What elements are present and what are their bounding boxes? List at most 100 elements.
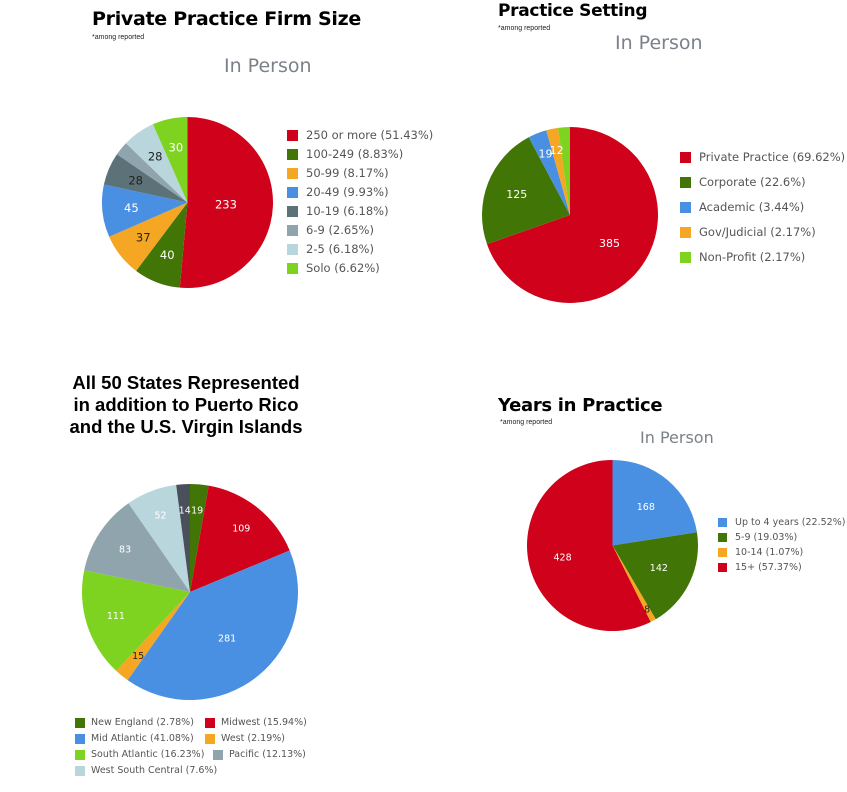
- pie-slice-10-14: [612, 545, 656, 622]
- pie-slice-solo: [152, 117, 188, 203]
- legend-item-10-14: 10-14 (1.07%): [718, 547, 803, 558]
- pie-slice-gov-judicial: [546, 127, 570, 215]
- legend-label: Midwest (15.94%): [221, 717, 307, 728]
- pie-slice-mid-atlantic: [127, 550, 298, 700]
- data-label-mid-atlantic: 281: [218, 634, 236, 645]
- firm-size-title: Private Practice Firm Size: [92, 8, 361, 30]
- legend-label: 100-249 (8.83%): [306, 147, 404, 161]
- data-label-solo: 30: [169, 140, 184, 154]
- data-label-midwest: 109: [232, 523, 250, 534]
- legend-item-new-england: New England (2.78%): [75, 717, 194, 728]
- legend-swatch: [718, 533, 727, 542]
- legend-item-private-practice: Private Practice (69.62%): [680, 150, 845, 164]
- legend-item-south-atlantic: South Atlantic (16.23%): [75, 749, 204, 760]
- states-title-line-1: All 50 States Represented: [72, 372, 300, 393]
- legend-label: Mid Atlantic (41.08%): [91, 733, 194, 744]
- data-label-private-practice: 385: [599, 237, 620, 250]
- years-note: *among reported: [500, 419, 553, 426]
- practice-setting-title: Practice Setting: [498, 1, 648, 21]
- legend-label: West (2.19%): [221, 733, 285, 744]
- legend-item-west: West (2.19%): [205, 733, 285, 744]
- legend-swatch: [680, 176, 691, 188]
- data-label-100-249: 40: [160, 248, 175, 262]
- legend-label: New England (2.78%): [91, 717, 194, 728]
- data-label-academic: 19: [538, 148, 552, 161]
- firm-size-pie-chart: 233 40 37 45 28 28 30: [102, 117, 273, 288]
- legend-label: Up to 4 years (22.52%): [735, 517, 846, 528]
- pie-slice-10-19: [103, 154, 188, 203]
- legend-item-20-49: 20-49 (9.93%): [287, 185, 389, 199]
- practice-setting-subtitle: In Person: [615, 32, 703, 54]
- legend-swatch: [213, 749, 223, 760]
- legend-item-pacific: Pacific (12.13%): [213, 749, 306, 760]
- data-label-pacific: 83: [119, 544, 131, 555]
- legend-swatch: [287, 243, 298, 255]
- legend-swatch: [718, 548, 727, 557]
- legend-swatch: [205, 733, 215, 744]
- pie-slice-50-99: [109, 202, 188, 271]
- data-label-50-99: 37: [136, 231, 151, 245]
- legend-item-up-to-4-years: Up to 4 years (22.52%): [718, 517, 845, 528]
- firm-size-note: *among reported: [92, 34, 145, 41]
- data-label-corporate: 125: [506, 188, 527, 201]
- years-subtitle: In Person: [640, 428, 714, 447]
- legend-label: 5-9 (19.03%): [735, 532, 798, 543]
- legend-label: Private Practice (69.62%): [699, 150, 846, 164]
- legend-swatch: [287, 129, 298, 141]
- data-label-west-south-central: 52: [154, 511, 166, 522]
- legend-label: Non-Profit (2.17%): [699, 250, 806, 264]
- legend-swatch: [718, 518, 727, 527]
- legend-swatch: [287, 262, 298, 274]
- data-label-15: 428: [553, 553, 571, 564]
- legend-item-50-99: 50-99 (8.17%): [287, 166, 389, 180]
- states-title-line-2: in addition to Puerto Rico: [73, 394, 299, 415]
- pie-slice-5-9: [612, 532, 698, 620]
- legend-swatch: [680, 151, 691, 163]
- legend-swatch: [75, 765, 85, 776]
- legend-label: 20-49 (9.93%): [306, 185, 389, 199]
- legend-item-gov-judicial: Gov/Judicial (2.17%): [680, 225, 816, 239]
- legend-item-6-9: 6-9 (2.65%): [287, 223, 374, 237]
- legend-label: Pacific (12.13%): [229, 749, 306, 760]
- legend-item-250-or-more: 250 or more (51.43%): [287, 128, 433, 142]
- legend-swatch: [205, 717, 215, 728]
- pie-slice-up-to-4-years: [612, 460, 697, 546]
- pie-slice-academic: [528, 130, 570, 215]
- pie-slice-pacific: [84, 503, 190, 592]
- pie-slice-15: [527, 460, 651, 631]
- years-title: Years in Practice: [498, 395, 663, 416]
- data-label-slice: 19: [191, 506, 203, 517]
- data-label-10-19: 28: [128, 173, 143, 187]
- legend-swatch: [718, 563, 727, 572]
- legend-swatch: [287, 167, 298, 179]
- legend-swatch: [75, 733, 85, 744]
- legend-swatch: [680, 226, 691, 238]
- pie-slice-100-249: [136, 202, 188, 288]
- data-label-250-or-more: 233: [215, 197, 237, 211]
- legend-label: Gov/Judicial (2.17%): [699, 225, 816, 239]
- pie-slice-south-atlantic: [82, 570, 190, 671]
- data-label-2-5: 28: [148, 149, 163, 163]
- legend-item-10-19: 10-19 (6.18%): [287, 204, 389, 218]
- legend-label: 250 or more (51.43%): [306, 128, 434, 142]
- pie-slice-slice: [190, 484, 209, 592]
- legend-label: 15+ (57.37%): [735, 562, 802, 573]
- legend-swatch: [75, 749, 85, 760]
- legend-item-mid-atlantic: Mid Atlantic (41.08%): [75, 733, 194, 744]
- legend-label: 6-9 (2.65%): [306, 223, 374, 237]
- legend-item-solo: Solo (6.62%): [287, 261, 380, 275]
- data-label-10-14: 8: [644, 605, 650, 616]
- legend-item-5-9: 5-9 (19.03%): [718, 532, 797, 543]
- legend-label: Academic (3.44%): [699, 200, 805, 214]
- data-label-gov-judicial: 12: [550, 144, 564, 157]
- legend-swatch: [287, 186, 298, 198]
- firm-size-subtitle: In Person: [224, 55, 312, 77]
- states-legend: New England (2.78%) Midwest (15.94%) Mid A…: [75, 717, 335, 781]
- pie-slice-6-9: [116, 143, 188, 203]
- pie-slice-slice: [176, 484, 190, 592]
- practice-setting-note: *among reported: [498, 25, 551, 32]
- legend-item-2-5: 2-5 (6.18%): [287, 242, 374, 256]
- data-label-20-49: 45: [124, 201, 139, 215]
- states-pie-chart: 19 109 281 15 111 83 52 14: [82, 484, 298, 700]
